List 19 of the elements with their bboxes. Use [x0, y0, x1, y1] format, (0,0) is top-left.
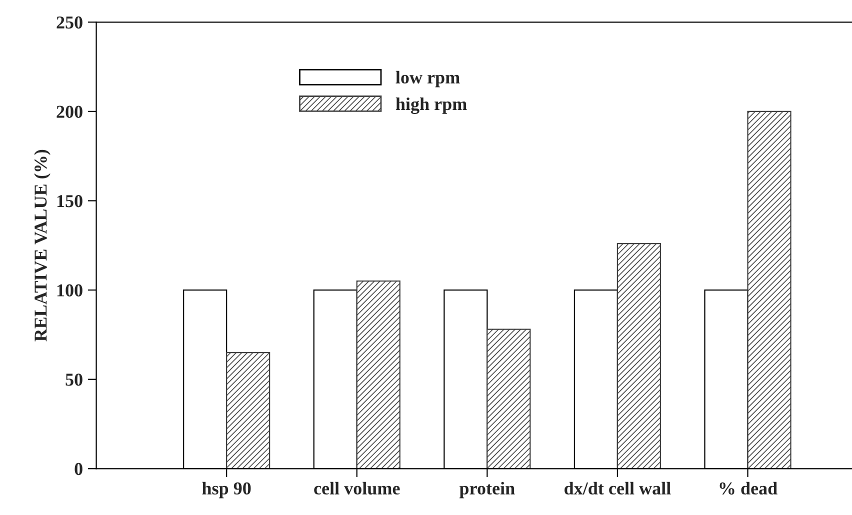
- x-tick-label: hsp 90: [202, 482, 251, 498]
- legend-label: low rpm: [396, 70, 460, 88]
- bar: [747, 110, 792, 469]
- y-tick-label: 0: [74, 462, 82, 476]
- y-tick-label: 50: [66, 374, 82, 386]
- bar: [616, 243, 662, 469]
- bar: [486, 328, 531, 469]
- legend-label: high rpm: [396, 97, 467, 114]
- x-tick-label: protein: [459, 482, 515, 498]
- x-tick-label: dx/dt cell wall: [564, 482, 671, 495]
- y-axis-title: RELATIVE VALUE (%): [34, 150, 50, 342]
- y-tick-label: 150: [57, 195, 82, 208]
- y-tick-label: 250: [56, 16, 82, 29]
- y-tick-label: 100: [57, 284, 82, 296]
- x-tick-label: % dead: [720, 482, 778, 495]
- y-tick-label: 200: [56, 106, 82, 118]
- x-tick-label: cell volume: [314, 482, 400, 495]
- bar: [356, 280, 400, 469]
- bar: [226, 352, 270, 469]
